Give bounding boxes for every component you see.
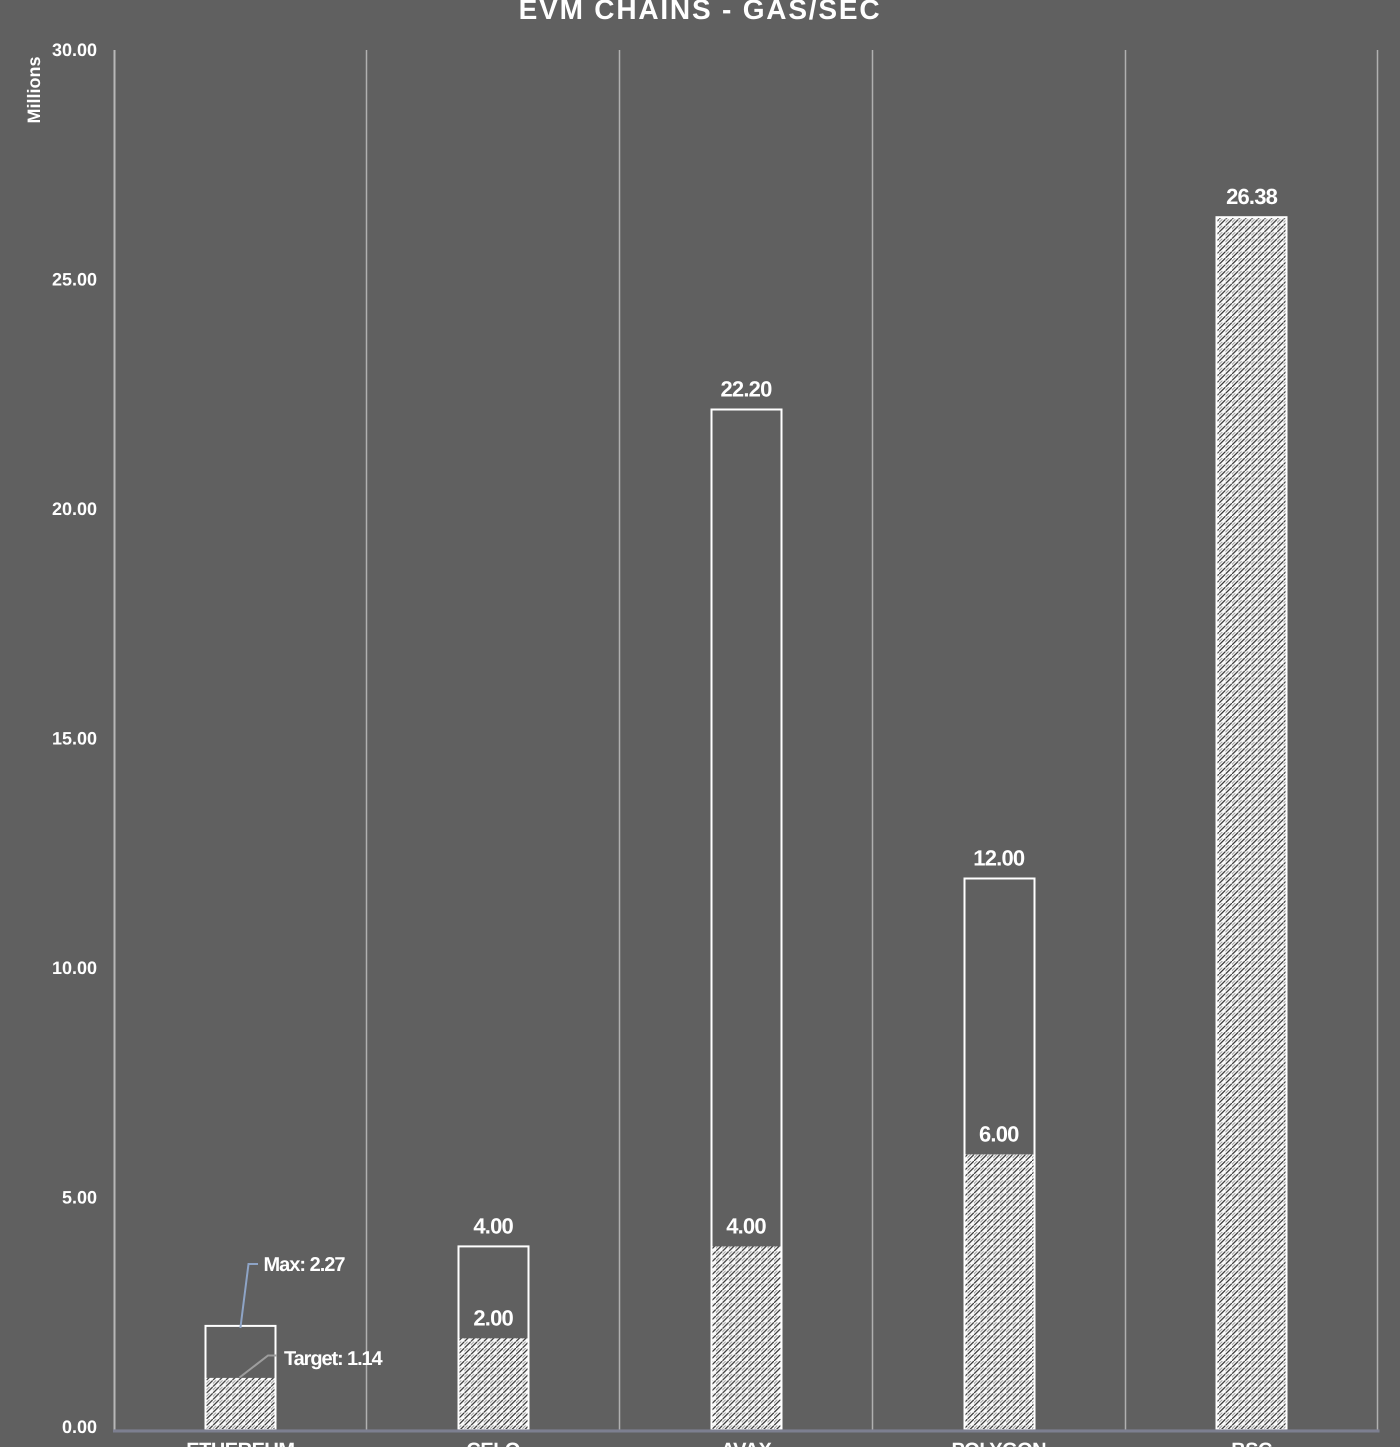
svg-text:10.00: 10.00 (52, 958, 97, 978)
svg-text:6.00: 6.00 (979, 1122, 1019, 1147)
svg-text:20.00: 20.00 (52, 499, 97, 519)
svg-text:4.00: 4.00 (726, 1214, 766, 1239)
svg-text:Target: 1.14: Target: 1.14 (284, 1348, 384, 1370)
svg-text:CELO: CELO (466, 1439, 520, 1447)
svg-text:25.00: 25.00 (52, 270, 97, 290)
svg-text:26.38: 26.38 (1226, 184, 1278, 209)
svg-text:30.00: 30.00 (52, 40, 97, 60)
svg-text:EVM CHAINS - GAS/SEC: EVM CHAINS - GAS/SEC (519, 0, 882, 25)
svg-text:2.00: 2.00 (473, 1306, 513, 1331)
svg-text:AVAX: AVAX (721, 1439, 773, 1447)
svg-text:ETHEREUM: ETHEREUM (186, 1439, 294, 1447)
svg-text:4.00: 4.00 (473, 1214, 513, 1239)
svg-text:22.20: 22.20 (720, 376, 772, 401)
svg-text:Max: 2.27: Max: 2.27 (264, 1254, 346, 1276)
svg-text:BSC: BSC (1231, 1439, 1272, 1447)
svg-text:0.00: 0.00 (62, 1417, 97, 1437)
svg-text:Millions: Millions (24, 57, 44, 124)
svg-text:12.00: 12.00 (973, 846, 1025, 871)
svg-text:15.00: 15.00 (52, 729, 97, 749)
svg-text:POLYGON: POLYGON (951, 1439, 1046, 1447)
svg-text:5.00: 5.00 (62, 1188, 97, 1208)
